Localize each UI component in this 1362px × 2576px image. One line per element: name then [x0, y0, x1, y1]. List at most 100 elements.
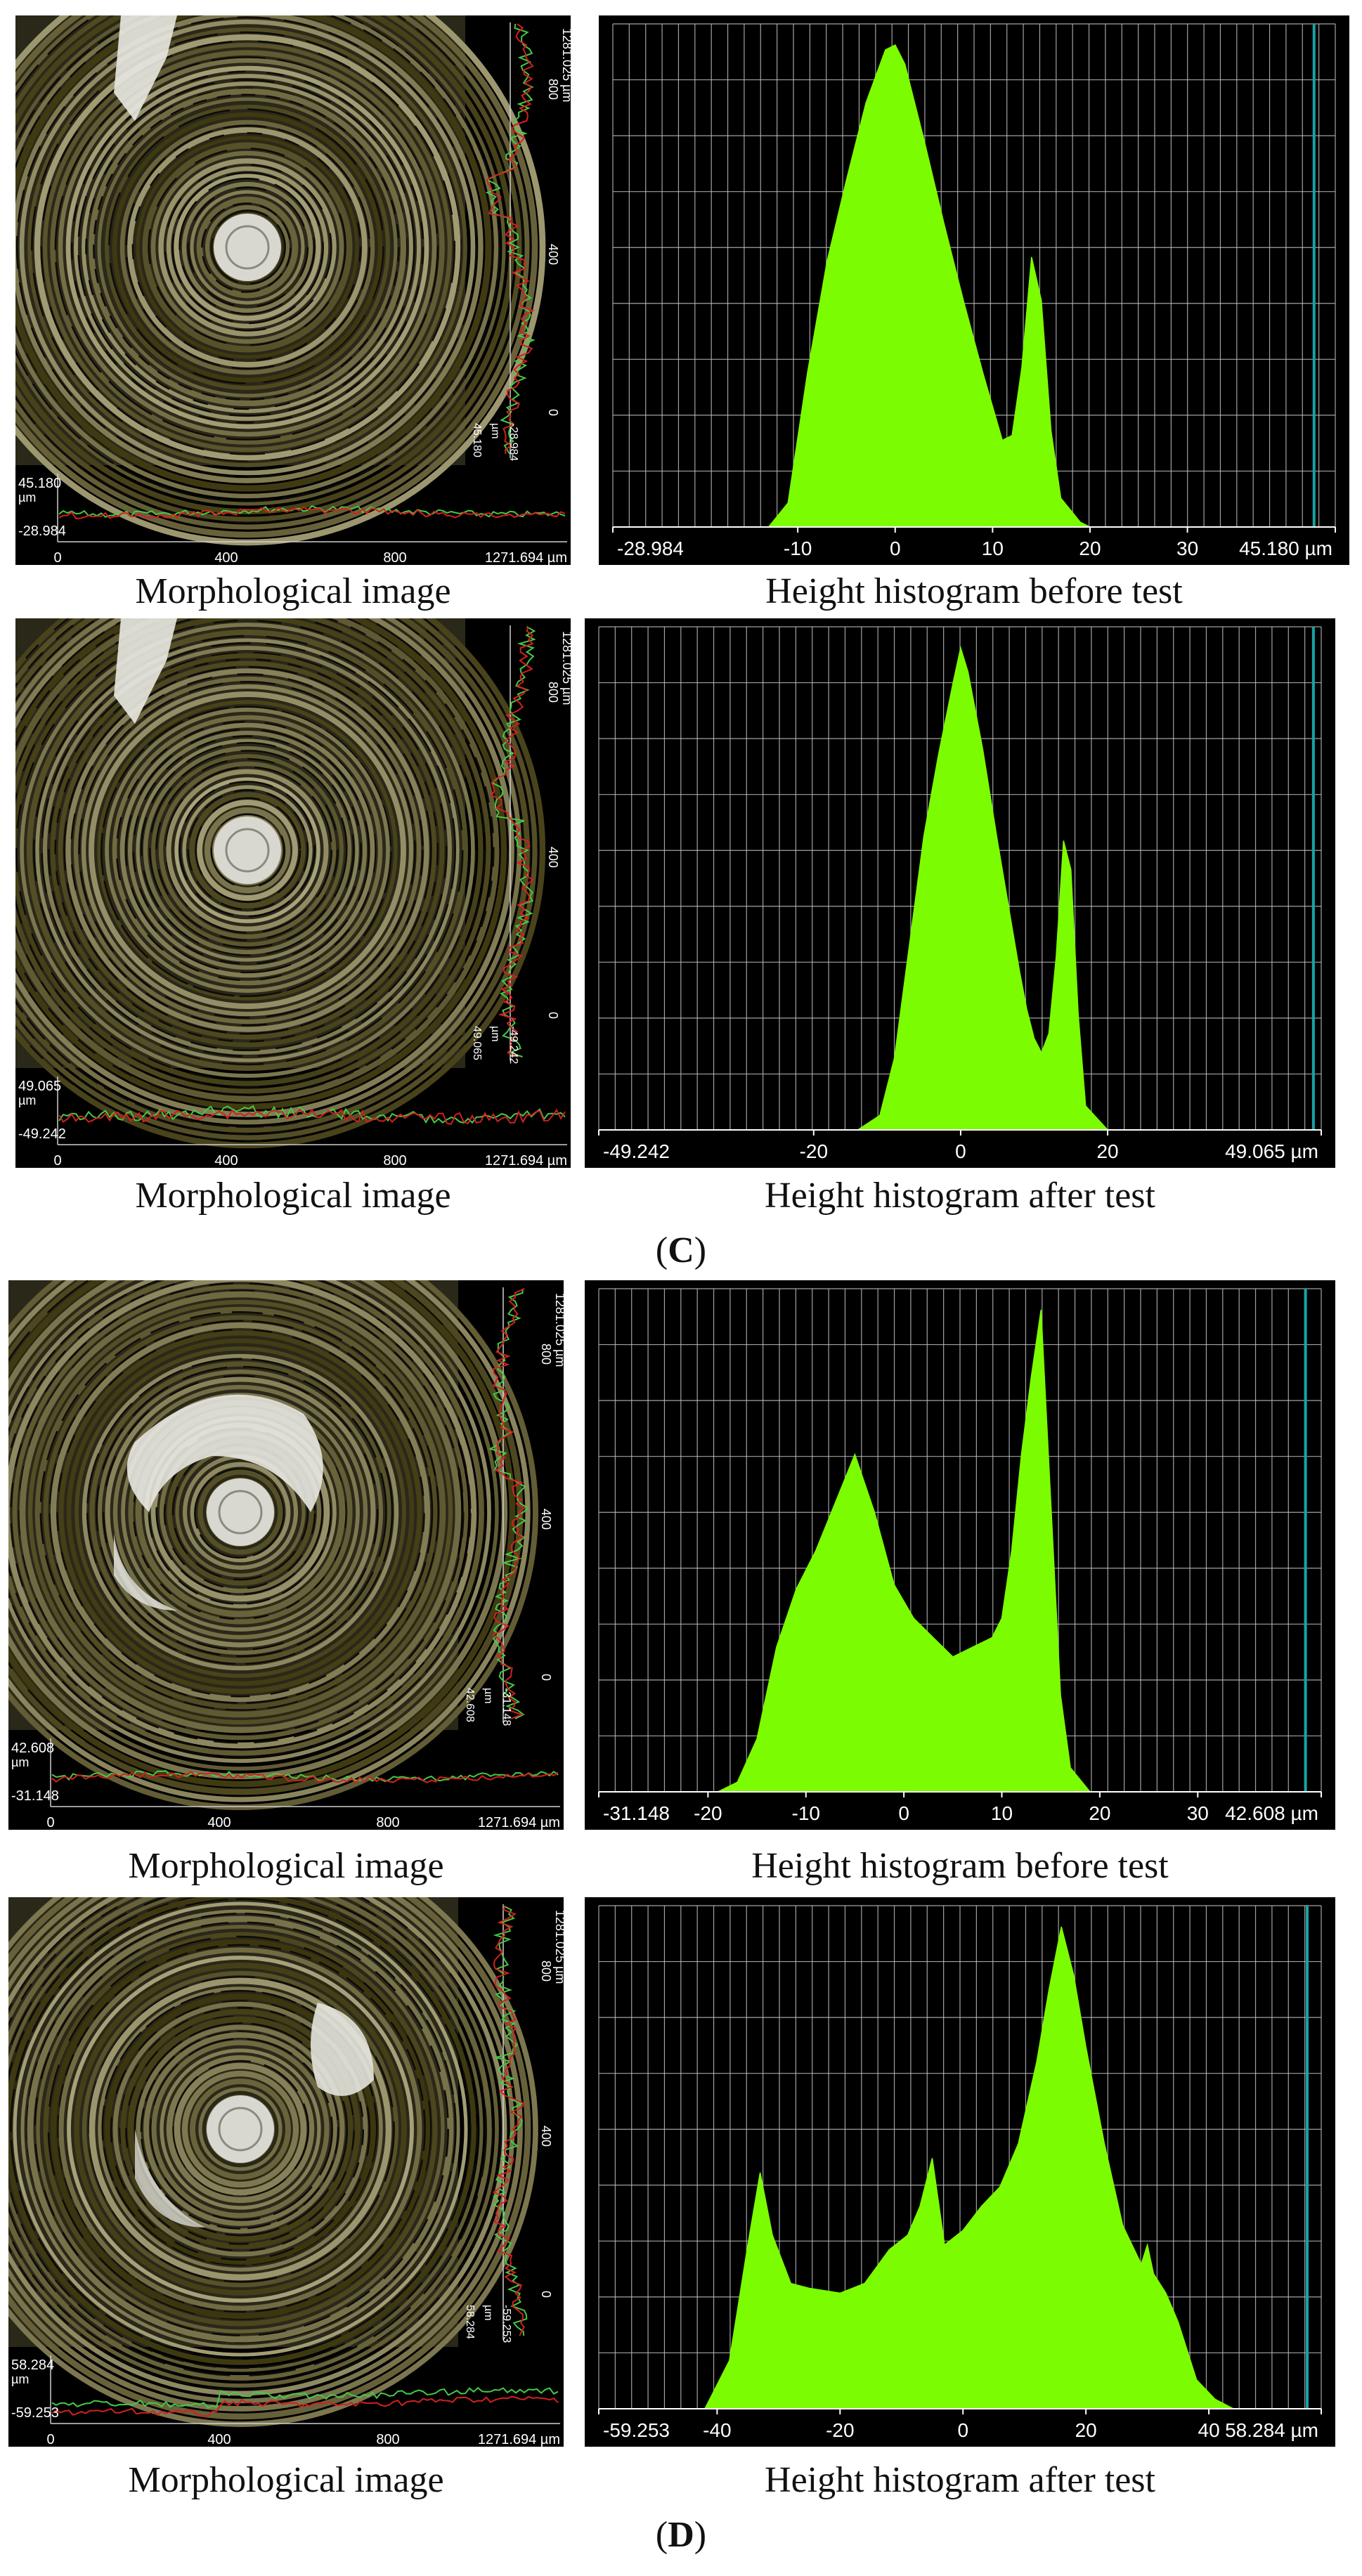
groove-ring: [67, 1956, 414, 2303]
groove-ring: [143, 746, 352, 955]
side-top-label: 1281.025 µm: [560, 631, 571, 705]
profile-x-tick: 1271.694 µm: [485, 1153, 567, 1168]
caption-morph-3: Morphological image: [128, 1846, 444, 1886]
groove-shadow: [15, 618, 531, 1135]
side-tick-label: 400: [539, 2126, 553, 2147]
groove-ring: [15, 618, 522, 1125]
groove-ring: [74, 1346, 406, 1678]
profile-max-label: 42.608: [11, 1741, 54, 1756]
centre-spot: [207, 1478, 274, 1546]
side-value-label: -59.253: [500, 2305, 512, 2343]
groove-shadow: [150, 2038, 333, 2221]
morph-panel-3: 1281.025 µm 800 400 0 42.608 µm -31.148 42.608 µ…: [8, 1280, 564, 1830]
groove-ring: [15, 618, 546, 1149]
profile-x-tick: 0: [46, 1815, 54, 1830]
profile-trace-red: [492, 1288, 526, 1719]
groove-ring: [15, 618, 500, 1102]
centre-spot: [214, 214, 281, 281]
groove-ring: [190, 190, 305, 305]
groove-shadow: [48, 1320, 434, 1704]
centre-ring: [225, 225, 270, 270]
groove-shadow: [164, 766, 333, 934]
morph-panel-4: 1281.025 µm 800 400 0 58.284 µm -59.253 58.284 µ…: [8, 1897, 564, 2447]
groove-ring: [166, 166, 329, 329]
profile-min-label: -49.242: [18, 1126, 66, 1142]
groove-ring: [8, 1280, 477, 1749]
surface-image: [8, 1897, 538, 2427]
x-tick-label: 45.180 µm: [1239, 538, 1332, 559]
profile-trace-green: [488, 1288, 529, 1719]
side-tick-label: 400: [546, 847, 560, 868]
groove-ring: [160, 2048, 321, 2210]
groove-ring: [43, 1315, 438, 1710]
x-tick-label: -28.984: [617, 538, 684, 559]
profile-unit-label: µm: [11, 2372, 29, 2386]
groove-shadow: [141, 741, 355, 956]
groove-ring: [112, 1384, 368, 1640]
groove-ring: [58, 58, 437, 437]
groove-ring: [88, 88, 407, 407]
profile-max-label: 49.065: [18, 1079, 61, 1094]
groove-shadow: [115, 720, 377, 982]
groove-shadow: [124, 728, 370, 974]
groove-shadow: [155, 757, 339, 942]
groove-shadow: [34, 1921, 449, 2337]
profile-unit-label: µm: [18, 1093, 36, 1107]
centre-spot: [207, 2095, 274, 2163]
side-value-label: µm: [489, 1026, 501, 1042]
groove-shadow: [96, 1365, 387, 1658]
x-tick-label: 20: [1075, 2419, 1097, 2441]
x-tick-label: 20: [1096, 1140, 1118, 1162]
centre-ring: [218, 2107, 263, 2152]
x-tick-label: -20: [800, 1140, 828, 1162]
groove-ring: [105, 1993, 376, 2265]
groove-ring: [174, 2062, 307, 2196]
groove-ring: [105, 1377, 376, 1648]
groove-ring: [198, 2087, 283, 2171]
groove-shadow: [15, 618, 539, 1143]
histogram-panel-1: -28.984 -10 0 10 20 30 45.180 µm: [599, 15, 1349, 565]
groove-ring: [50, 653, 445, 1048]
groove-shadow: [149, 750, 348, 949]
groove-ring: [174, 174, 321, 321]
groove-ring: [36, 1925, 445, 2334]
morph-panel-1: 1281.025 µm 800 400 0 45.180 µm -28.984 45.180 µ…: [15, 15, 571, 565]
side-value-label: µm: [489, 423, 501, 439]
groove-ring: [181, 2070, 299, 2188]
groove-shadow: [179, 177, 316, 315]
histogram-area: [599, 1309, 1321, 1793]
groove-ring: [8, 1280, 491, 1763]
groove-ring: [82, 1353, 399, 1671]
groove-ring: [42, 42, 453, 453]
groove-shadow: [63, 665, 432, 1035]
profile-x-tick: 800: [383, 550, 406, 565]
side-value-label: 58.284: [464, 2305, 476, 2339]
groove-shadow: [119, 2007, 365, 2252]
groove-ring: [89, 1361, 391, 1663]
groove-ring: [15, 15, 484, 483]
groove-ring: [15, 15, 506, 506]
groove-ring: [66, 1338, 415, 1686]
groove-shadow: [54, 658, 439, 1043]
groove-ring: [8, 1897, 499, 2388]
profile-trace-green: [493, 1905, 528, 2336]
histogram-area: [613, 44, 1335, 528]
groove-shadow: [140, 2031, 339, 2230]
side-value-label: µm: [482, 1688, 494, 1704]
groove-ring: [119, 119, 375, 375]
x-tick-label: 49.065 µm: [1225, 1140, 1318, 1162]
groove-ring: [127, 2016, 354, 2242]
x-tick-label: 0: [890, 538, 901, 559]
groove-ring: [197, 1469, 283, 1555]
histogram-panel-3: -31.148 -20 -10 0 10 20 30 42.608 µm: [585, 1280, 1335, 1830]
groove-shadow: [187, 789, 309, 911]
caption-before-3: Height histogram before test: [751, 1846, 1169, 1886]
groove-shadow: [131, 131, 362, 362]
histogram-panel-4: -59.253 -40 -20 0 20 40 58.284 µm: [585, 1897, 1335, 2447]
profile-unit-label: µm: [11, 1755, 29, 1769]
